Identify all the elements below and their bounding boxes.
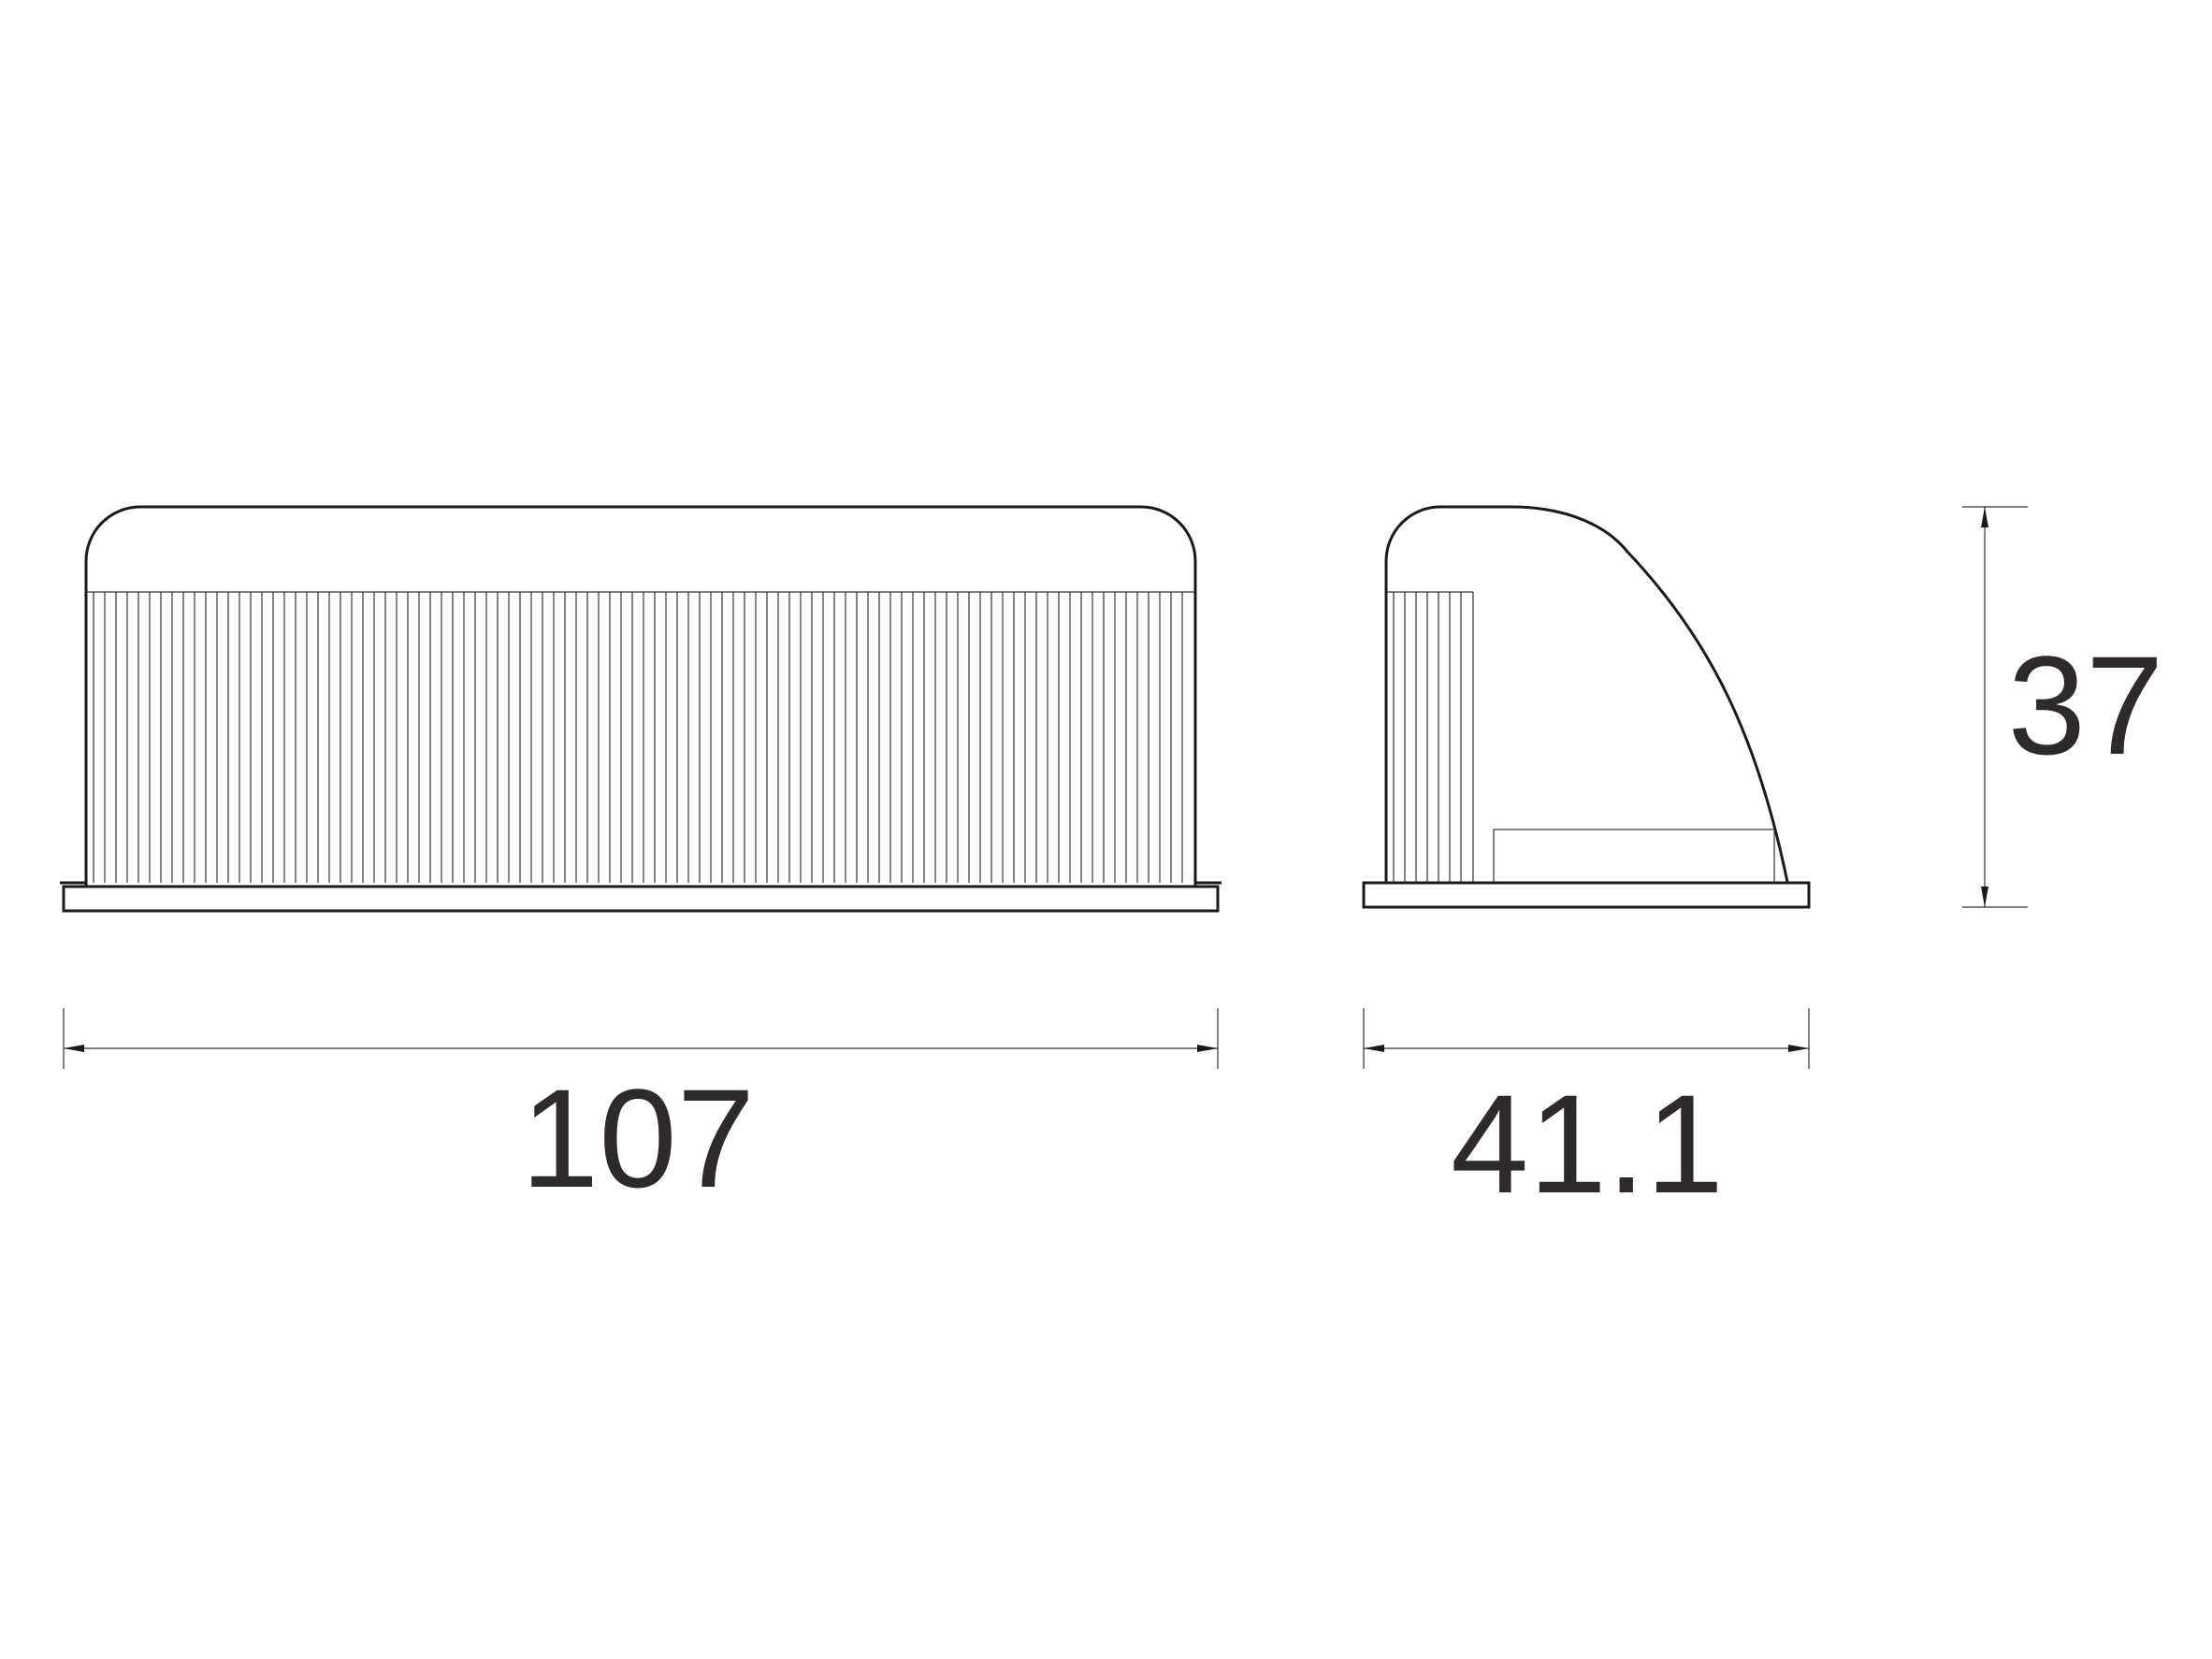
width-arrow-left xyxy=(64,1045,84,1052)
side-view xyxy=(1362,505,1811,909)
height-arrow-bottom xyxy=(1981,887,1988,907)
height-dimension-label: 37 xyxy=(2008,627,2164,784)
depth-dimension: 41.1 xyxy=(1363,1008,1810,1222)
width-dimension: 107 xyxy=(63,1008,1219,1217)
width-dimension-label: 107 xyxy=(521,1060,755,1217)
front-view-cooling-fins xyxy=(93,592,1183,883)
side-view-base-plate xyxy=(1362,881,1811,909)
side-view-body-outline xyxy=(1384,505,1790,887)
side-view-lens-step xyxy=(1493,829,1775,887)
depth-dimension-label: 41.1 xyxy=(1451,1065,1724,1222)
front-view-base-plate xyxy=(62,885,1220,913)
side-view-cooling-fins xyxy=(1393,592,1462,883)
depth-arrow-left xyxy=(1364,1045,1384,1052)
width-arrow-right xyxy=(1197,1045,1218,1052)
depth-arrow-right xyxy=(1788,1045,1809,1052)
front-view-body-outline xyxy=(84,505,1197,888)
front-view xyxy=(60,505,1222,913)
height-dimension: 37 xyxy=(1962,506,2164,908)
height-arrow-top xyxy=(1981,507,1988,527)
